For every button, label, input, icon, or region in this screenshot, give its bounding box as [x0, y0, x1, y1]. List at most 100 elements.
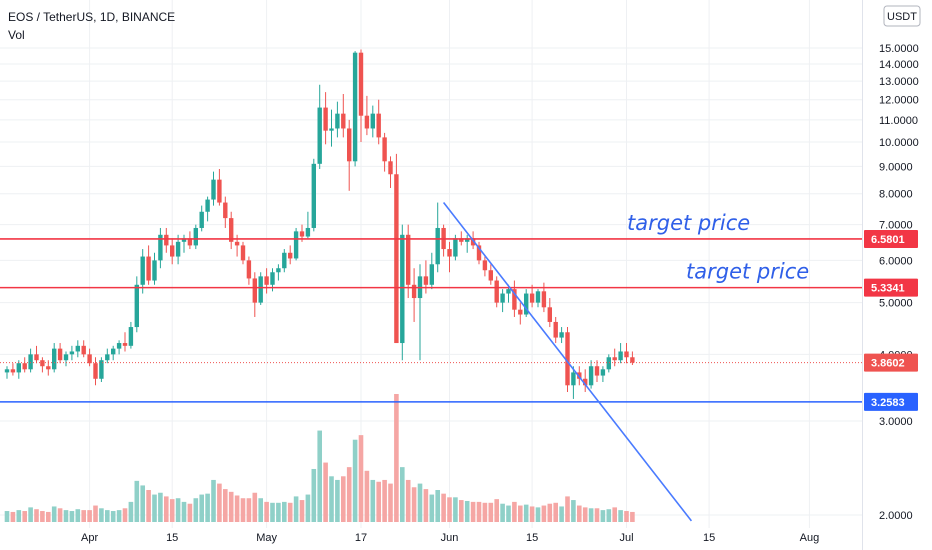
trendline[interactable] — [442, 202, 693, 522]
x-tick-label: Jun — [441, 532, 459, 544]
volume-bar — [594, 508, 600, 522]
candle-body — [524, 293, 529, 315]
candle-body — [99, 360, 104, 379]
candle-body — [282, 252, 287, 269]
y-tick-label: 12.0000 — [879, 95, 919, 107]
volume-bar — [264, 501, 269, 522]
candle-body — [482, 260, 488, 271]
candle-body — [246, 260, 252, 279]
candle-body — [600, 369, 606, 376]
candle-body — [69, 351, 75, 355]
volume-bar — [488, 502, 494, 522]
volume-bar — [612, 507, 617, 522]
candle-body — [46, 366, 51, 370]
candle-body — [128, 327, 134, 346]
volume-bar — [81, 510, 86, 522]
candle-body — [81, 345, 86, 355]
volume-bar — [523, 504, 529, 522]
candle-body — [134, 284, 139, 328]
candle-body — [10, 369, 16, 373]
volume-bar — [582, 507, 588, 522]
x-tick-label: 15 — [703, 532, 715, 544]
candle-body — [211, 179, 216, 200]
volume-bar — [630, 511, 635, 522]
volume-bar — [205, 493, 210, 522]
candle-body — [352, 52, 358, 162]
volume-bar — [559, 506, 564, 522]
volume-bar — [63, 510, 69, 522]
volume-bar — [323, 462, 328, 522]
candle-body — [529, 293, 535, 303]
volume-bar — [600, 510, 606, 522]
candle-body — [612, 357, 617, 361]
y-tick-label: 5.0000 — [879, 298, 913, 310]
x-tick-label: Apr — [81, 532, 98, 544]
volume-bar — [105, 510, 110, 522]
volume-bar — [482, 502, 488, 522]
candle-body — [594, 366, 600, 376]
candle-body — [193, 227, 198, 246]
volume-bar — [394, 394, 399, 522]
candle-body — [223, 202, 228, 219]
volume-bar — [187, 503, 193, 522]
volume-bar — [51, 506, 57, 522]
candle-body — [293, 231, 299, 259]
volume-bar — [116, 510, 122, 522]
volume-bar — [28, 507, 33, 522]
volume-bar — [624, 511, 629, 522]
volume-bar — [217, 483, 222, 522]
candle-body — [618, 351, 623, 361]
volume-bar — [22, 511, 27, 522]
candle-body — [506, 289, 511, 294]
volume-bar — [164, 496, 169, 522]
candle-body — [583, 378, 588, 386]
candle-body — [470, 238, 476, 246]
candle-body — [229, 218, 234, 242]
candle-body — [388, 161, 393, 175]
volume-bar — [287, 502, 293, 522]
candle-body — [341, 113, 346, 129]
volume-bar — [512, 501, 517, 522]
volume-bar — [400, 467, 405, 522]
candle-body — [40, 360, 45, 367]
volume-bar — [358, 435, 364, 522]
volume-bar — [417, 483, 423, 522]
candle-body — [305, 227, 311, 237]
volume-bar — [152, 494, 157, 522]
candle-body — [87, 354, 92, 364]
candle-body — [423, 276, 429, 285]
volume-bar — [459, 500, 464, 522]
annotation-target-price: target price — [627, 211, 750, 235]
volume-bar — [252, 492, 258, 522]
volume-bar — [494, 499, 499, 522]
volume-bar — [4, 511, 10, 522]
candle-body — [465, 238, 470, 242]
volume-bar — [435, 490, 440, 522]
price-tag-label: 6.5801 — [871, 234, 905, 246]
volume-bar — [140, 485, 145, 522]
candle-body — [406, 234, 411, 285]
candle-body — [187, 238, 193, 246]
price-tag-resistance — [864, 278, 918, 297]
volume-bar — [577, 505, 582, 522]
y-tick-label: 6.0000 — [879, 255, 913, 267]
candle-body — [488, 270, 493, 281]
candle-body — [447, 249, 452, 257]
candle-body — [565, 332, 570, 386]
y-tick-label: 13.0000 — [879, 76, 919, 88]
volume-bar — [311, 468, 317, 522]
volume-bar — [282, 501, 287, 522]
volume-bar — [335, 479, 340, 522]
volume-bar — [223, 489, 228, 522]
candle-body — [553, 321, 558, 338]
volume-bar — [99, 508, 104, 522]
y-tick-label: 10.0000 — [879, 137, 919, 149]
volume-bar — [16, 510, 22, 522]
volume-bar — [571, 500, 576, 522]
volume-bar — [529, 506, 535, 522]
currency-button[interactable] — [883, 5, 921, 27]
candle-body — [299, 231, 305, 237]
candle-body — [476, 245, 482, 261]
volume-bar — [364, 470, 370, 522]
